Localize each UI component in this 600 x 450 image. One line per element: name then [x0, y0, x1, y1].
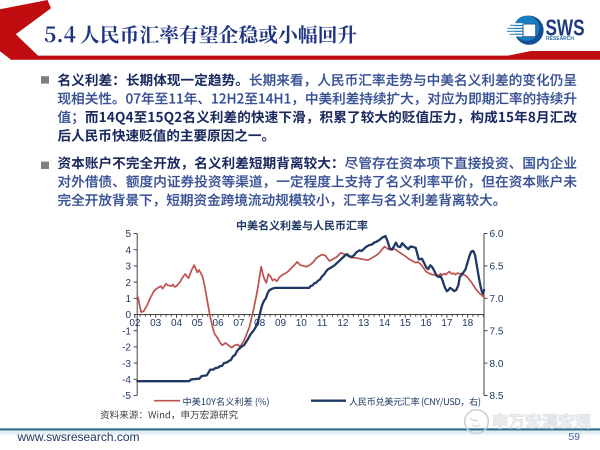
svg-text:06: 06 [213, 318, 225, 329]
svg-text:5: 5 [125, 229, 131, 240]
svg-text:13: 13 [358, 318, 370, 329]
svg-text:3: 3 [125, 262, 131, 273]
svg-text:0: 0 [125, 310, 131, 321]
svg-text:03: 03 [150, 318, 162, 329]
svg-text:14: 14 [379, 318, 391, 329]
svg-text:SWS: SWS [546, 15, 585, 41]
svg-text:11: 11 [317, 318, 328, 329]
svg-text:8.5: 8.5 [490, 391, 504, 402]
svg-text:16: 16 [421, 318, 433, 329]
svg-text:07: 07 [233, 318, 245, 329]
svg-text:02: 02 [129, 318, 141, 329]
svg-text:04: 04 [171, 318, 183, 329]
svg-text:09: 09 [275, 318, 287, 329]
svg-text:12: 12 [337, 318, 349, 329]
svg-text:-4: -4 [122, 375, 131, 386]
svg-text:05: 05 [192, 318, 204, 329]
svg-text:www.swsresearch.com: www.swsresearch.com [17, 430, 140, 444]
svg-text:15: 15 [400, 318, 412, 329]
svg-text:08: 08 [254, 318, 266, 329]
svg-text:7.5: 7.5 [490, 326, 504, 337]
svg-text:2: 2 [125, 278, 131, 289]
svg-text:6.5: 6.5 [490, 262, 504, 273]
svg-text:17: 17 [441, 318, 453, 329]
svg-text:6.0: 6.0 [490, 229, 504, 240]
svg-text:-2: -2 [122, 343, 131, 354]
svg-text:-1: -1 [122, 326, 131, 337]
svg-text:7.0: 7.0 [490, 294, 504, 305]
svg-text:RESEARCH: RESEARCH [546, 36, 574, 42]
svg-text:1: 1 [125, 294, 131, 305]
svg-text:10: 10 [296, 318, 308, 329]
svg-text:59: 59 [568, 431, 580, 443]
svg-text:4: 4 [125, 245, 131, 256]
svg-text:8.0: 8.0 [490, 359, 504, 370]
svg-text:-5: -5 [122, 391, 131, 402]
svg-text:18: 18 [462, 318, 474, 329]
svg-text:-3: -3 [122, 359, 131, 370]
